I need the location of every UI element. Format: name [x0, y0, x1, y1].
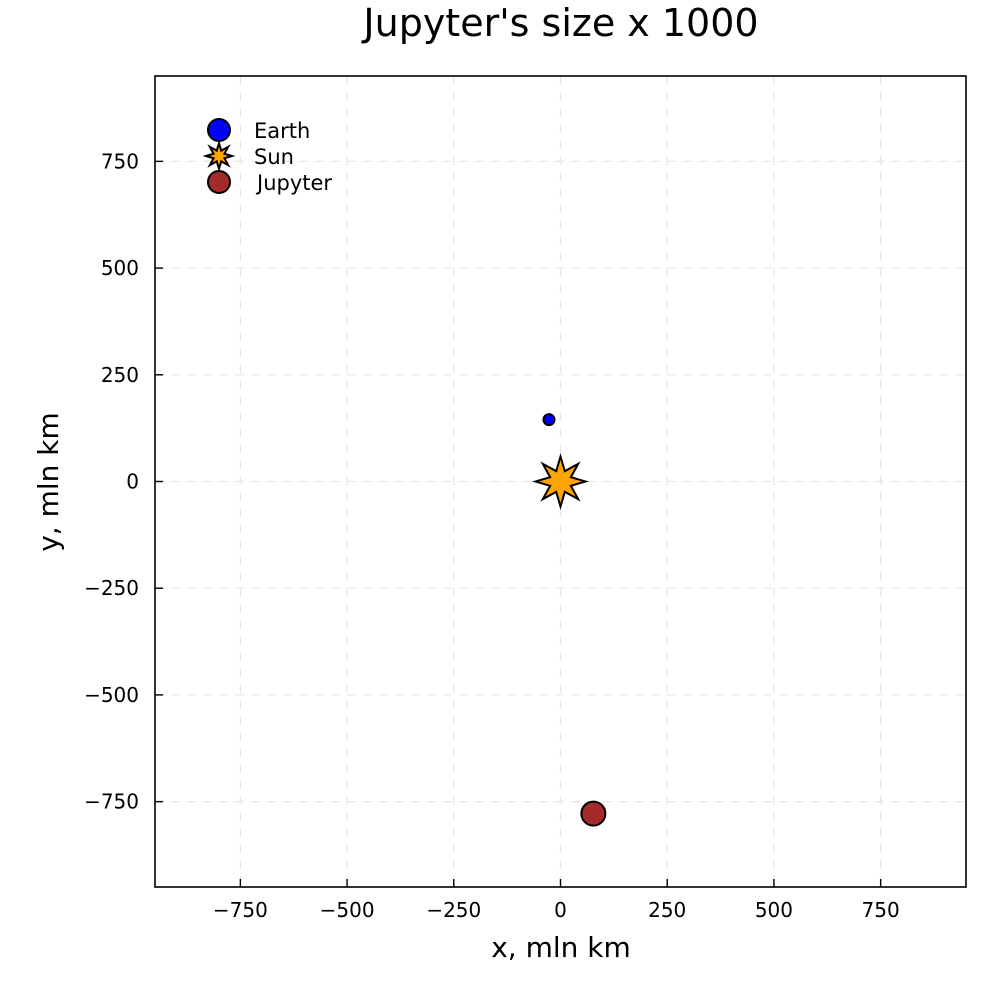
y-tick-label: 0 — [126, 470, 139, 494]
y-axis-label: y, mln km — [32, 412, 65, 552]
data-points — [531, 413, 607, 827]
axis-ticks: −750 −500 −250 0 250 500 750 −750 −500 −250 0 250 50… — [84, 149, 900, 922]
sun-point — [531, 452, 590, 511]
y-tick-label: −250 — [84, 576, 139, 600]
x-tick-label: 0 — [554, 898, 567, 922]
legend-label-earth: Earth — [254, 119, 310, 143]
x-tick-label: −250 — [426, 898, 481, 922]
legend-marker-jupyter — [207, 170, 231, 194]
y-tick-label: 250 — [101, 363, 139, 387]
x-tick-label: 250 — [648, 898, 686, 922]
y-tick-label: 500 — [101, 256, 139, 280]
legend-marker-sun — [202, 139, 236, 173]
grid-lines — [155, 76, 966, 887]
y-tick-label: −750 — [84, 790, 139, 814]
x-tick-label: 500 — [755, 898, 793, 922]
x-tick-label: 750 — [862, 898, 900, 922]
y-tick-label: −500 — [84, 683, 139, 707]
x-axis-label: x, mln km — [491, 931, 631, 964]
jupyter-point — [580, 800, 607, 827]
legend-marker-earth — [207, 118, 231, 142]
earth-point — [542, 413, 556, 427]
x-tick-label: −750 — [213, 898, 268, 922]
legend-label-jupyter: Jupyter — [255, 171, 332, 195]
y-tick-label: 750 — [101, 149, 139, 173]
legend-label-sun: Sun — [254, 145, 294, 169]
x-tick-label: −500 — [320, 898, 375, 922]
chart-title: Jupyter's size x 1000 — [361, 1, 758, 45]
